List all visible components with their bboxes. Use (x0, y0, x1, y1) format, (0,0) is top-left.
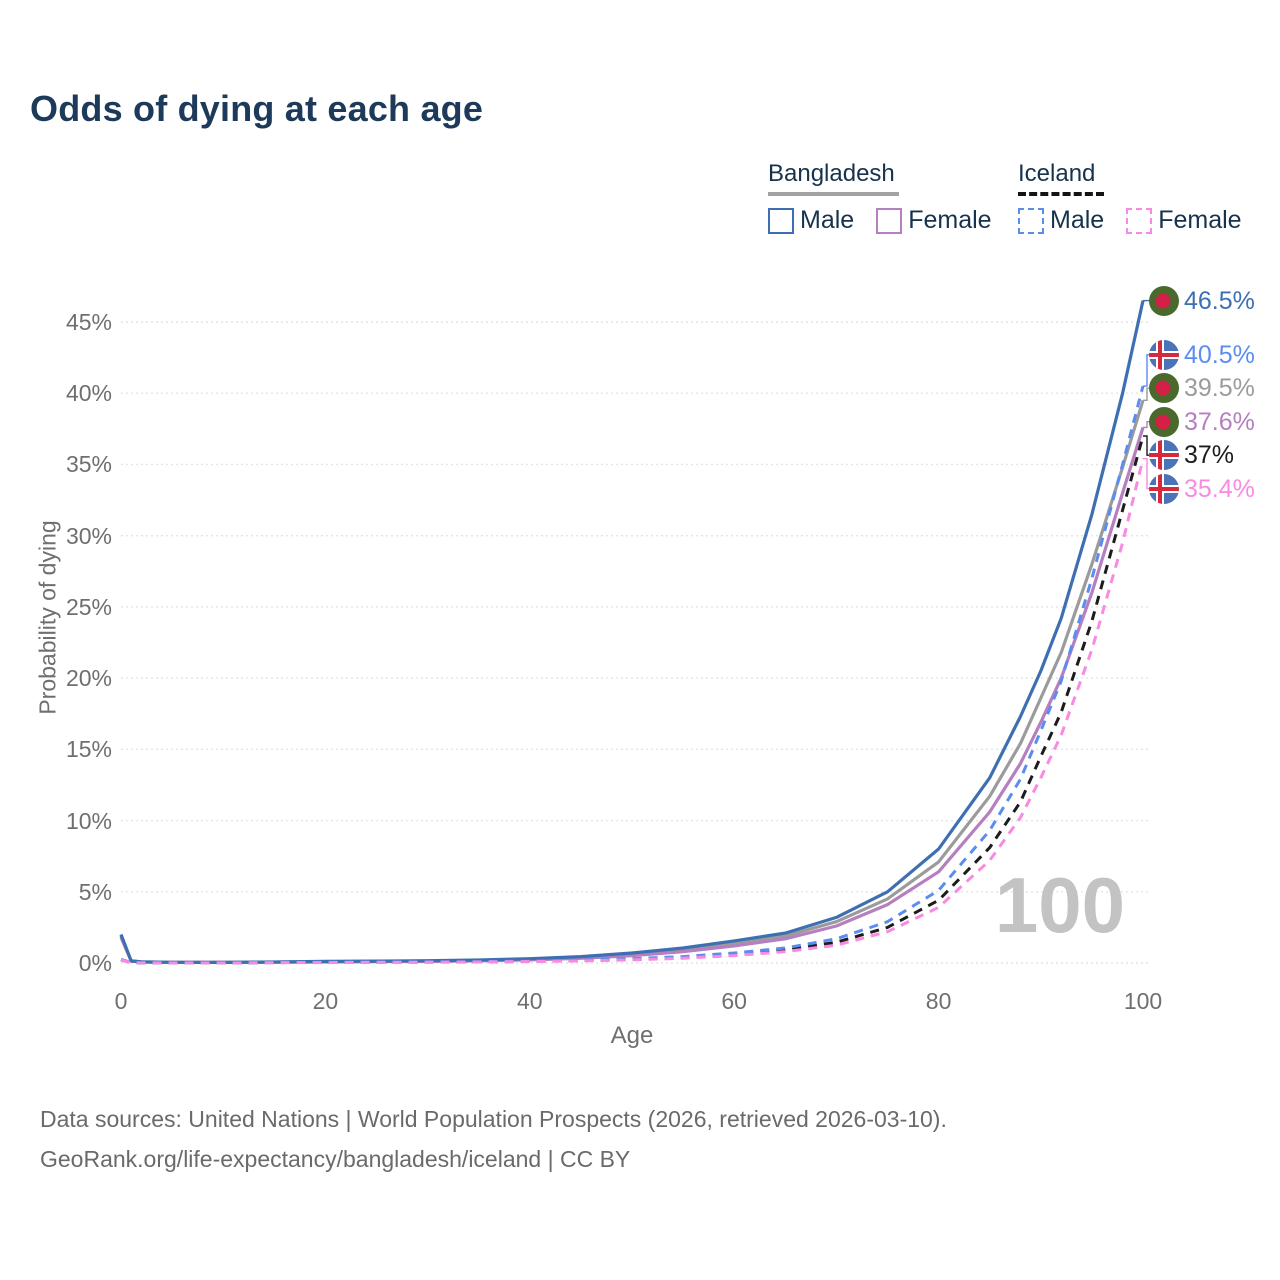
x-tick-label: 60 (721, 988, 747, 1014)
legend-item-label: Male (800, 206, 855, 234)
bangladesh-male-swatch-icon[interactable] (768, 207, 794, 234)
bangladesh-flag-icon (1149, 373, 1179, 404)
x-axis-title: Age (610, 1022, 654, 1049)
iceland-female-swatch-icon[interactable] (1126, 207, 1153, 234)
legend-item-iceland-female[interactable]: Female (1126, 206, 1242, 235)
y-tick-label: 30% (65, 522, 112, 549)
legend-bangladesh-underline (768, 192, 899, 196)
end-label-flag (1149, 440, 1179, 471)
legend-item-iceland-male[interactable]: Male (1018, 206, 1104, 235)
legend-item-label: Female (1158, 206, 1242, 234)
x-tick-label: 40 (517, 988, 543, 1014)
bangladesh-flag-icon (1149, 406, 1179, 437)
legend-group-iceland-title: Iceland (1018, 160, 1096, 187)
end-label-flag (1149, 285, 1179, 316)
x-tick-label: 20 (312, 988, 339, 1014)
legend-group-bangladesh: Bangladesh Male Female (768, 160, 992, 235)
iceland-flag-icon (1149, 473, 1179, 504)
legend-group-bangladesh-title: Bangladesh (768, 160, 895, 187)
y-tick-label: 15% (65, 736, 112, 763)
legend-item-label: Male (1050, 206, 1105, 234)
line-bangladesh-male (119, 300, 1145, 964)
y-tick-label: 45% (65, 309, 112, 335)
bangladesh-female-swatch-icon[interactable] (876, 207, 903, 234)
legend-item-label: Female (908, 206, 992, 234)
x-tick-label: 0 (114, 988, 128, 1014)
attribution-link-text: GeoRank.org/life-expectancy/bangladesh/i… (40, 1146, 631, 1172)
age-watermark: 100 (994, 861, 1126, 949)
legend-item-bangladesh-male[interactable]: Male (768, 206, 854, 235)
iceland-male-swatch-icon[interactable] (1018, 207, 1044, 234)
data-sources-text: Data sources: United Nations | World Pop… (40, 1106, 947, 1132)
legend-group-iceland: Iceland Male Female (1018, 160, 1242, 235)
y-tick-label: 10% (65, 807, 112, 834)
iceland-flag-icon (1149, 440, 1179, 471)
end-label-flag (1149, 473, 1179, 504)
end-label-value-bangladesh-male: 46.5% (1184, 286, 1255, 315)
end-label-flag (1149, 406, 1179, 437)
y-tick-label: 5% (78, 878, 112, 905)
x-tick-label: 100 (1123, 988, 1163, 1014)
bangladesh-flag-icon (1149, 285, 1179, 316)
end-label-value-bangladesh-female: 37.6% (1184, 407, 1255, 436)
y-tick-label: 0% (78, 950, 112, 976)
y-tick-label: 40% (65, 380, 112, 407)
x-tick-label: 80 (925, 988, 952, 1014)
iceland-flag-icon (1149, 339, 1179, 370)
y-tick-label: 35% (65, 451, 112, 478)
legend-iceland-underline (1018, 192, 1104, 196)
end-label-value-bangladesh: 39.5% (1184, 374, 1255, 403)
page-title: Odds of dying at each age (30, 88, 484, 129)
y-tick-label: 20% (65, 665, 112, 692)
y-tick-label: 25% (65, 593, 112, 620)
legend-item-bangladesh-female[interactable]: Female (876, 206, 992, 235)
end-label-value-iceland-female: 35.4% (1184, 474, 1255, 503)
end-label-flag (1149, 373, 1179, 404)
end-label-value-iceland: 37% (1184, 441, 1235, 470)
end-label-value-iceland-male: 40.5% (1184, 340, 1255, 369)
end-label-flag (1149, 339, 1179, 370)
